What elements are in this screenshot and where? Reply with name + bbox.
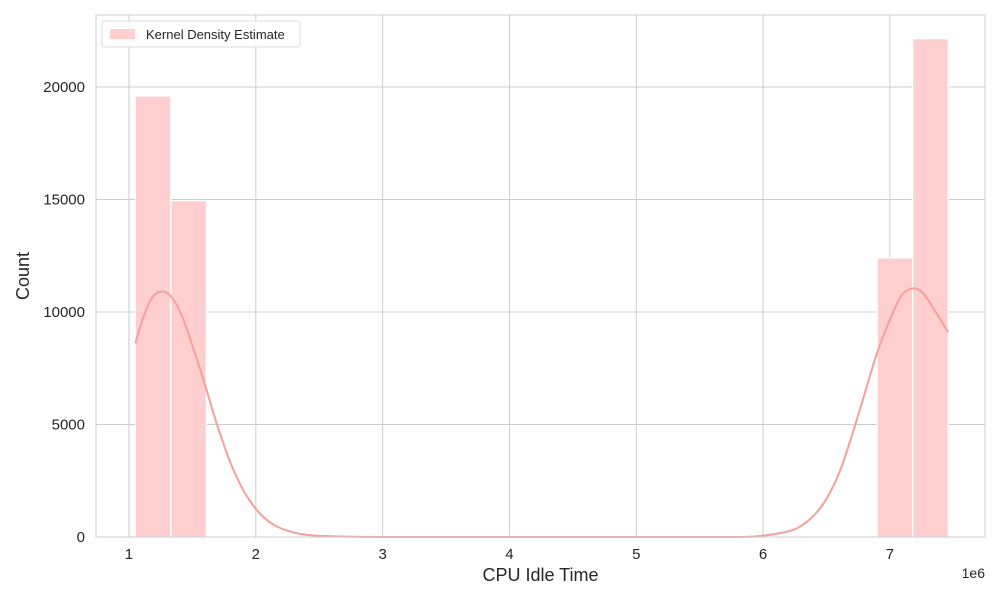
- kde-curve: [134, 287, 950, 539]
- y-tick-label: 0: [77, 529, 85, 546]
- grid-layer: [96, 15, 985, 538]
- legend-swatch: [110, 29, 135, 39]
- x-tick-label: 4: [505, 546, 513, 563]
- legend-label: Kernel Density Estimate: [146, 27, 285, 42]
- plot-frame: [95, 14, 986, 538]
- x-tick-label: 7: [886, 546, 894, 563]
- x-tick-label: 3: [378, 546, 386, 563]
- kde-layer: [134, 287, 950, 539]
- y-tick-label: 5000: [52, 417, 85, 434]
- x-axis-title: CPU Idle Time: [482, 565, 598, 585]
- legend: Kernel Density Estimate: [101, 20, 301, 48]
- histogram-bar: [134, 95, 172, 538]
- histogram-bar: [876, 257, 914, 538]
- y-tick-label: 10000: [43, 304, 85, 321]
- x-tick-label: 6: [759, 546, 767, 563]
- x-tick-label: 2: [252, 546, 260, 563]
- x-axis-offset-label: 1e6: [962, 565, 986, 581]
- y-tick-label: 15000: [43, 192, 85, 209]
- y-tick-labels: 0 5000 10000 15000 20000: [43, 79, 85, 546]
- y-tick-label: 20000: [43, 79, 85, 96]
- x-tick-label: 1: [125, 546, 133, 563]
- bar-layer: [134, 38, 949, 538]
- histogram-bar: [912, 38, 949, 538]
- x-tick-labels: 1 2 3 4 5 6 7: [125, 546, 894, 563]
- y-axis-title: Count: [13, 252, 33, 300]
- legend-box: [101, 20, 301, 48]
- x-tick-label: 5: [632, 546, 640, 563]
